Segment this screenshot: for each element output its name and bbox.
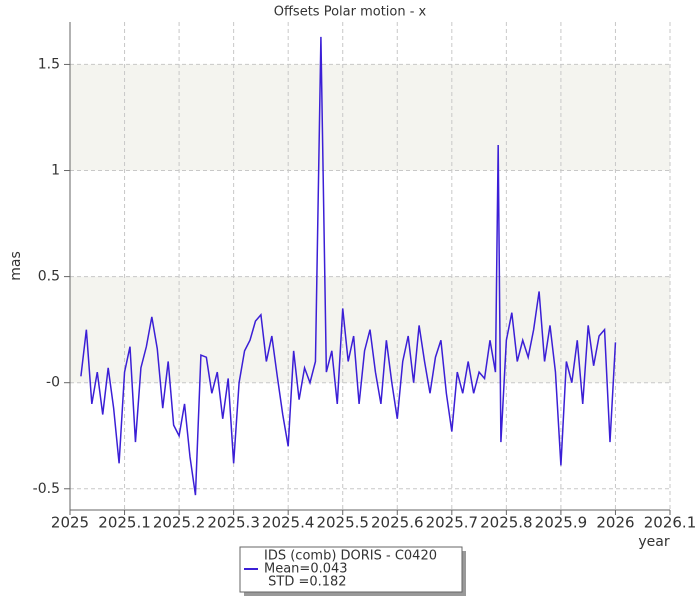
x-tick-label: 2025.1 bbox=[98, 514, 151, 532]
legend-stat: STD =0.182 bbox=[264, 575, 347, 590]
x-tick-label: 2025.6 bbox=[371, 514, 424, 532]
y-tick-label: -0.5 bbox=[33, 481, 60, 497]
x-tick-label: 2025 bbox=[51, 514, 89, 532]
x-tick-label: 2026.1 bbox=[644, 514, 697, 532]
legend-stat: Mean=0.043 bbox=[264, 562, 348, 577]
x-tick-label: 2025.8 bbox=[480, 514, 533, 532]
y-tick-label: 1.5 bbox=[38, 56, 60, 72]
legend-label: IDS (comb) DORIS - C0420 bbox=[264, 549, 437, 564]
x-tick-label: 2025.2 bbox=[153, 514, 206, 532]
y-tick-label: -0 bbox=[46, 375, 60, 391]
y-tick-label: 0.5 bbox=[38, 269, 60, 285]
x-tick-label: 2025.4 bbox=[262, 514, 315, 532]
x-tick-label: 2025.7 bbox=[426, 514, 479, 532]
x-tick-label: 2025.9 bbox=[535, 514, 588, 532]
x-tick-label: 2025.3 bbox=[207, 514, 260, 532]
band bbox=[70, 64, 670, 171]
data-line bbox=[80, 36, 617, 496]
x-tick-label: 2026 bbox=[596, 514, 634, 532]
chart-title: Offsets Polar motion - x bbox=[274, 5, 427, 20]
y-axis-label: mas bbox=[8, 251, 24, 281]
y-tick-label: 1 bbox=[51, 163, 60, 179]
x-axis-label: year bbox=[638, 534, 669, 550]
legend-box bbox=[239, 546, 463, 593]
x-tick-label: 2025.5 bbox=[316, 514, 369, 532]
